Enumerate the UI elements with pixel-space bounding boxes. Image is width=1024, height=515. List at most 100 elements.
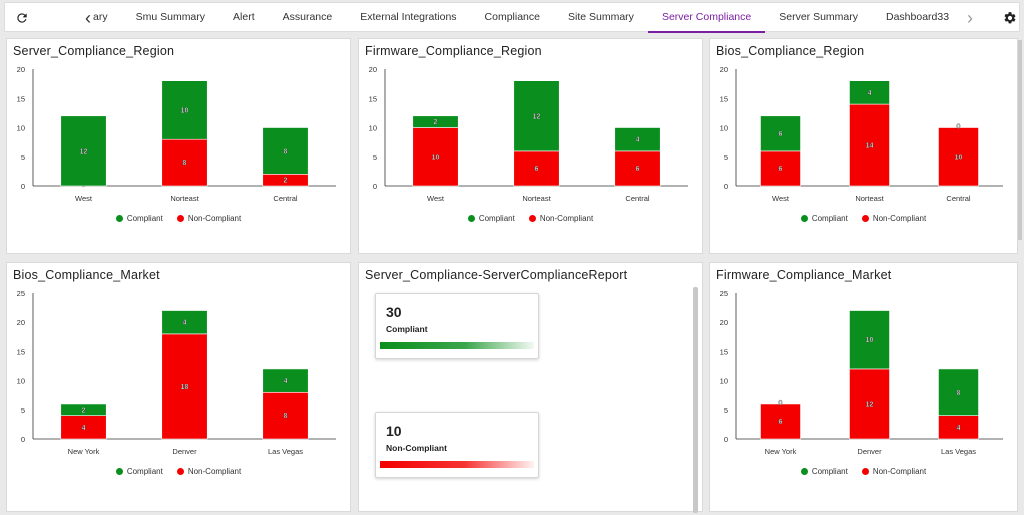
refresh-icon[interactable] — [11, 7, 33, 29]
legend-dot-icon — [861, 215, 869, 222]
chart-card: Firmware_Compliance_Market 0 5 10 15 20 25 6 0 Ne… — [709, 262, 1018, 512]
y-tick-label: 5 — [724, 153, 728, 162]
compliant-kpi-tile[interactable]: 30 Compliant — [375, 293, 539, 359]
tab-dashboard33[interactable]: Dashboard33 — [886, 11, 950, 23]
compliant-progress-bar — [380, 342, 534, 349]
non-compliant-kpi-tile[interactable]: 10 Non-Compliant — [375, 412, 539, 478]
non-compliant-bar[interactable] — [262, 391, 309, 440]
y-tick-label: 5 — [21, 406, 25, 415]
tab-server-summary[interactable]: Server Summary — [779, 11, 858, 23]
x-tick-label: Central — [625, 194, 650, 203]
y-tick-label: 15 — [17, 94, 25, 103]
non-compliant-bar[interactable] — [760, 403, 801, 440]
non-compliant-bar[interactable] — [849, 368, 890, 440]
bar-value-label: 8 — [284, 148, 288, 155]
bar-value-label: 6 — [779, 166, 783, 173]
bar-value-label: 2 — [434, 119, 438, 126]
y-tick-label: 10 — [17, 377, 25, 386]
compliant-bar[interactable] — [938, 368, 979, 416]
legend-label: Non-Compliant — [872, 214, 927, 223]
legend-dot-icon — [528, 215, 536, 222]
tab-external-integrations[interactable]: External Integrations — [360, 11, 457, 23]
bar-value-label: 8 — [183, 160, 187, 167]
tab-assurance[interactable]: Assurance — [282, 11, 333, 23]
x-tick-label: New York — [765, 447, 797, 456]
tab-site-summary[interactable]: Site Summary — [568, 11, 634, 23]
tabs-scroll-right-icon[interactable]: › — [967, 7, 974, 28]
bar-value-label: 10 — [432, 154, 440, 161]
non-compliant-bar[interactable] — [614, 150, 661, 187]
bar-value-label: 8 — [957, 390, 961, 397]
legend-label: Compliant — [126, 214, 163, 223]
compliant-bar[interactable] — [412, 115, 459, 128]
x-tick-label: Norteast — [522, 194, 551, 203]
non-compliant-bar[interactable] — [513, 150, 560, 187]
non-compliant-bar[interactable] — [849, 103, 890, 187]
non-compliant-count: 10 — [386, 423, 402, 439]
bar-value-label: 12 — [533, 113, 541, 120]
bar-value-label: 4 — [636, 137, 640, 144]
chart-title: Firmware_Compliance_Region — [365, 44, 542, 58]
tab-ary[interactable]: ary — [93, 11, 108, 23]
legend-item-non-compliant[interactable]: Non-Compliant — [861, 214, 927, 223]
compliant-bar[interactable] — [161, 80, 208, 140]
non-compliant-bar[interactable] — [161, 138, 208, 187]
legend-item-non-compliant[interactable]: Non-Compliant — [528, 214, 593, 223]
bar-value-label: 14 — [866, 143, 874, 150]
legend-item-compliant[interactable]: Compliant — [115, 214, 163, 223]
bar-value-label: 10 — [866, 337, 874, 344]
chart-title: Bios_Compliance_Market — [13, 268, 160, 282]
y-tick-label: 20 — [720, 65, 728, 74]
x-tick-label: Central — [273, 194, 298, 203]
x-tick-label: West — [772, 194, 790, 203]
legend-label: Non-Compliant — [872, 467, 927, 476]
legend-item-non-compliant[interactable]: Non-Compliant — [176, 214, 241, 223]
legend-item-compliant[interactable]: Compliant — [800, 214, 848, 223]
report-card: Server_Compliance-ServerComplianceReport… — [358, 262, 703, 513]
tab-server-compliance[interactable]: Server Compliance — [647, 3, 766, 33]
compliant-bar[interactable] — [614, 127, 661, 152]
bar-value-label: 12 — [866, 401, 874, 408]
compliant-bar[interactable] — [161, 310, 208, 335]
compliant-bar[interactable] — [849, 310, 890, 370]
x-tick-label: New York — [68, 447, 100, 456]
legend-item-compliant[interactable]: Compliant — [115, 467, 163, 476]
legend-dot-icon — [176, 215, 184, 222]
x-tick-label: Las Vegas — [941, 447, 976, 456]
chart-title: Firmware_Compliance_Market — [716, 268, 892, 282]
bar-value-label: 4 — [868, 90, 872, 97]
non-compliant-bar[interactable] — [161, 333, 208, 440]
compliant-bar[interactable] — [262, 368, 309, 393]
y-tick-label: 15 — [720, 347, 728, 356]
legend-item-non-compliant[interactable]: Non-Compliant — [176, 467, 242, 476]
compliant-bar[interactable] — [60, 115, 107, 187]
tab-smu-summary[interactable]: Smu Summary — [135, 11, 206, 23]
stacked-bar-chart: 0 5 10 15 20 25 4 2 New York 18 4 Denver 8 4 Las Vegas — [17, 289, 336, 456]
legend-label: Compliant — [811, 467, 848, 476]
legend-item-compliant[interactable]: Compliant — [800, 467, 848, 476]
tab-list: ary Smu Summary Alert Assurance External Int… — [91, 3, 963, 33]
y-tick-label: 5 — [373, 153, 377, 162]
compliant-bar[interactable] — [262, 127, 309, 175]
page-scrollbar[interactable] — [1018, 40, 1022, 240]
legend-label: Non-Compliant — [187, 467, 242, 476]
stacked-bar-chart: 0 5 10 15 20 25 6 0 New York 12 10 Denver 4 8 Las Vega… — [720, 289, 1003, 456]
report-scrollbar[interactable] — [693, 287, 698, 513]
legend-item-compliant[interactable]: Compliant — [467, 214, 515, 223]
tab-alert[interactable]: Alert — [233, 11, 255, 23]
non-compliant-bar[interactable] — [938, 127, 979, 187]
chart-legend: Compliant Non-Compliant — [359, 214, 702, 223]
compliant-bar[interactable] — [849, 80, 890, 105]
compliant-bar[interactable] — [60, 403, 107, 416]
y-tick-label: 5 — [21, 153, 25, 162]
legend-dot-icon — [861, 468, 869, 475]
x-tick-label: Denver — [172, 447, 197, 456]
x-tick-label: West — [75, 194, 93, 203]
bar-value-label: 4 — [957, 425, 961, 432]
tab-compliance[interactable]: Compliance — [484, 11, 540, 23]
compliant-bar[interactable] — [513, 80, 560, 152]
gear-icon[interactable] — [999, 7, 1021, 29]
legend-item-non-compliant[interactable]: Non-Compliant — [861, 467, 927, 476]
compliant-bar[interactable] — [760, 115, 801, 152]
tabs-scroll-left-icon[interactable]: ‹ — [85, 7, 91, 28]
